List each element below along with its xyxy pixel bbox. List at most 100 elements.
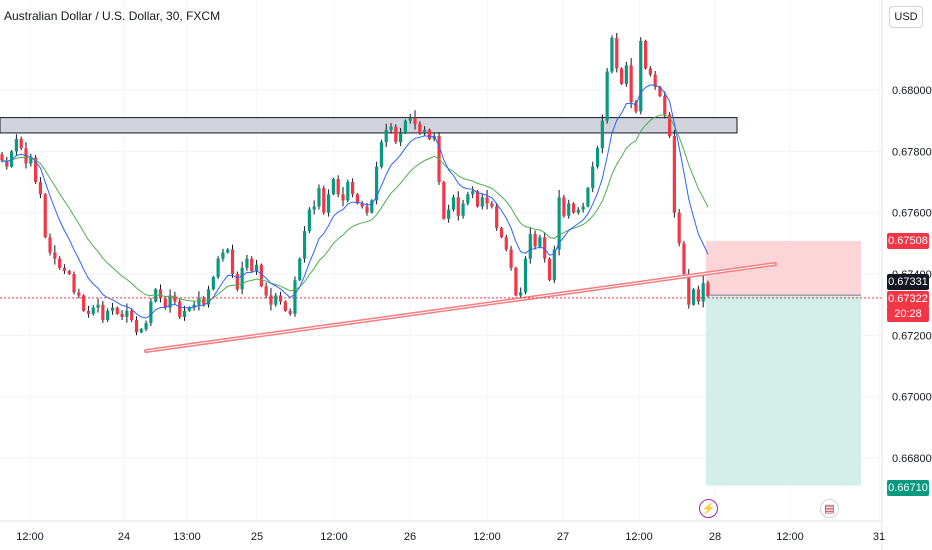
time-tick-label: 26 — [404, 531, 416, 543]
candle — [667, 112, 672, 138]
candle-body — [38, 182, 43, 195]
candle — [504, 234, 508, 252]
candle — [221, 248, 225, 262]
price-tick-label: 0.66800 — [892, 453, 932, 465]
candle-body — [653, 74, 657, 87]
candle-body — [110, 307, 115, 311]
candle-body — [288, 310, 292, 314]
candle-body — [336, 178, 340, 195]
candle — [19, 136, 23, 151]
time-tick-label: 28 — [709, 531, 721, 543]
candle-body — [154, 289, 158, 302]
candle-body — [48, 237, 52, 253]
price-tick-label: 0.67800 — [892, 146, 932, 158]
candle — [58, 256, 62, 270]
candle-body — [5, 160, 9, 167]
time-tick-label: 31 — [873, 531, 885, 543]
take-profit-area — [706, 295, 861, 486]
us-flag-icon[interactable]: ▤ — [820, 499, 839, 518]
candle — [634, 99, 638, 114]
candle-body — [629, 65, 633, 103]
candle — [600, 114, 604, 154]
candle-body — [346, 182, 350, 201]
candle-body — [53, 252, 57, 259]
resistance-zone — [0, 117, 738, 134]
candle-body — [480, 197, 484, 207]
time-tick-label: 12:00 — [625, 531, 653, 543]
candle-body — [298, 258, 302, 281]
candle-body — [403, 120, 408, 133]
candle — [106, 308, 110, 322]
candle — [495, 202, 499, 231]
candle — [523, 256, 528, 295]
candle — [168, 289, 172, 313]
candle — [149, 297, 153, 327]
time-tick-label: 12:00 — [320, 531, 348, 543]
candle-body — [552, 249, 556, 281]
candle — [610, 35, 614, 74]
countdown-tag: 20:28 — [887, 306, 929, 322]
candle — [158, 284, 163, 303]
candle-body — [245, 258, 249, 268]
bid-price-tag: 0.67322 — [887, 291, 929, 307]
candle-body — [701, 283, 705, 302]
candle — [706, 280, 710, 298]
candle-body — [254, 264, 259, 271]
candle — [624, 61, 628, 87]
candle — [173, 291, 177, 305]
ema-fast-line — [1, 84, 709, 319]
candle-body — [326, 194, 331, 213]
candle-body — [562, 197, 566, 216]
candle-body — [331, 178, 335, 195]
currency-button[interactable]: USD — [889, 6, 923, 28]
candle-body — [29, 157, 33, 164]
candle — [216, 256, 220, 280]
candle — [605, 67, 609, 124]
candle — [115, 306, 119, 315]
candle-body — [591, 166, 595, 189]
candle-body — [302, 231, 307, 259]
candle — [571, 202, 576, 214]
candle-body — [216, 258, 220, 278]
candle — [91, 305, 95, 316]
lightning-icon[interactable]: ⚡ — [699, 499, 718, 518]
candle — [480, 193, 484, 210]
candle-body — [408, 117, 412, 121]
candle — [182, 305, 187, 321]
candle — [336, 175, 340, 198]
candle-body — [547, 258, 552, 281]
candle — [317, 184, 321, 210]
candle — [399, 128, 403, 147]
candle-body — [120, 313, 124, 317]
candle-body — [62, 267, 67, 271]
candle-body — [634, 102, 638, 112]
candle-body — [399, 132, 403, 143]
candle-body — [586, 188, 590, 207]
candle-body — [293, 280, 297, 314]
candle — [408, 113, 412, 124]
candle-body — [250, 258, 254, 271]
candle-body — [672, 136, 676, 213]
candle-body — [485, 197, 489, 204]
candle-body — [86, 310, 91, 314]
candle-body — [14, 139, 19, 152]
candle — [307, 207, 311, 234]
candle-body — [91, 307, 95, 314]
candle — [427, 128, 432, 141]
candle — [14, 134, 19, 156]
candle — [461, 199, 465, 219]
candle-body — [543, 237, 547, 259]
candle — [110, 302, 115, 315]
candle-body — [600, 120, 604, 149]
candle-body — [274, 295, 278, 305]
candle-body — [667, 114, 672, 136]
candle-body — [317, 188, 321, 207]
candle — [77, 288, 81, 299]
candle-body — [490, 203, 494, 207]
candle-body — [663, 96, 667, 115]
candle — [490, 201, 494, 209]
candle-body — [394, 126, 398, 143]
candle — [562, 194, 566, 218]
candle — [370, 199, 374, 214]
